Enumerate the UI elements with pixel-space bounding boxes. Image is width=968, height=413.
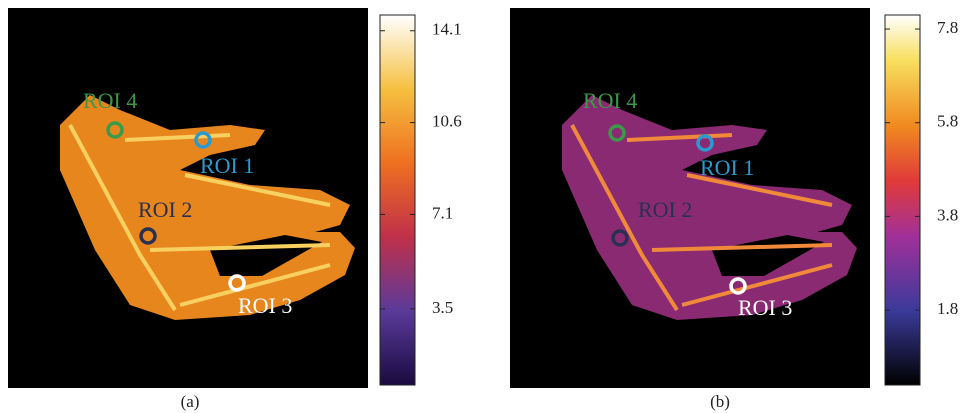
- roi-label: ROI 3: [738, 295, 792, 320]
- tick-label: 3.8: [937, 205, 958, 224]
- caption: (a): [181, 392, 200, 411]
- tick-label: 10.6: [432, 111, 462, 130]
- panel-b: ROI 4 ROI 1 ROI 2 ROI 3 (b): [510, 8, 920, 411]
- tick-label: 14.1: [432, 20, 462, 39]
- roi-label: ROI 4: [583, 88, 637, 113]
- colorbar: [380, 15, 415, 385]
- panel-a: ROI 4 ROI 1 ROI 2 ROI 3 (a): [8, 8, 415, 411]
- roi-label: ROI 1: [700, 155, 754, 180]
- tick-label: 1.8: [937, 299, 958, 318]
- tick-label: 3.5: [432, 298, 453, 317]
- roi-label: ROI 1: [200, 153, 254, 178]
- tick-label: 5.8: [937, 112, 958, 131]
- roi-label: ROI 2: [138, 197, 192, 222]
- tick-label: 7.1: [432, 203, 453, 222]
- colorbar: [885, 15, 920, 385]
- roi-label: ROI 4: [83, 88, 137, 113]
- caption: (b): [710, 392, 730, 411]
- tick-label: 7.8: [937, 18, 958, 37]
- roi-label: ROI 3: [238, 293, 292, 318]
- roi-label: ROI 2: [638, 197, 692, 222]
- figure: ROI 4 ROI 1 ROI 2 ROI 3 (a) ROI 4 ROI 1 …: [0, 0, 968, 413]
